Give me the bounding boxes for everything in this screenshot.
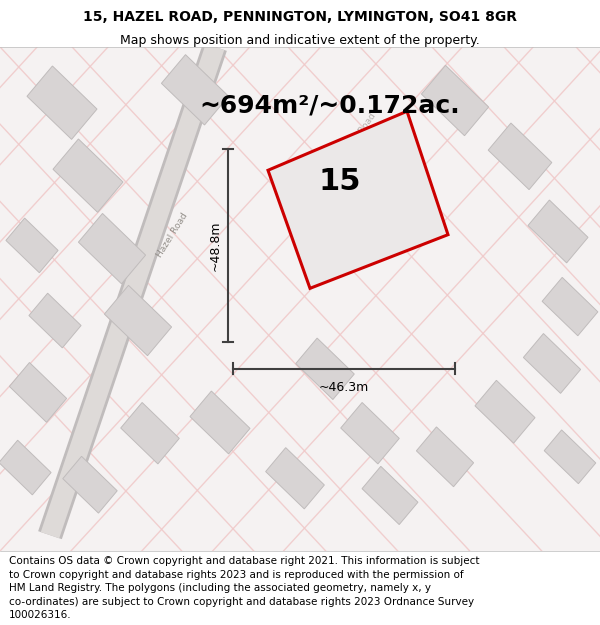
Text: ~46.3m: ~46.3m	[319, 381, 369, 394]
Text: 15, HAZEL ROAD, PENNINGTON, LYMINGTON, SO41 8GR: 15, HAZEL ROAD, PENNINGTON, LYMINGTON, S…	[83, 10, 517, 24]
Polygon shape	[6, 218, 58, 272]
Polygon shape	[190, 391, 250, 454]
Text: ~48.8m: ~48.8m	[209, 220, 221, 271]
Polygon shape	[544, 430, 596, 484]
Polygon shape	[475, 380, 535, 443]
Polygon shape	[421, 66, 488, 136]
Polygon shape	[104, 286, 172, 356]
Polygon shape	[29, 293, 81, 348]
Text: co-ordinates) are subject to Crown copyright and database rights 2023 Ordnance S: co-ordinates) are subject to Crown copyr…	[9, 597, 474, 607]
Polygon shape	[161, 54, 229, 125]
Polygon shape	[296, 338, 354, 399]
Polygon shape	[27, 66, 97, 139]
Polygon shape	[341, 402, 399, 464]
Polygon shape	[362, 466, 418, 524]
Polygon shape	[63, 456, 117, 513]
Polygon shape	[266, 448, 325, 509]
Text: ~694m²/~0.172ac.: ~694m²/~0.172ac.	[200, 94, 460, 118]
Polygon shape	[79, 214, 146, 284]
Text: to Crown copyright and database rights 2023 and is reproduced with the permissio: to Crown copyright and database rights 2…	[9, 570, 464, 580]
Text: 15: 15	[319, 168, 361, 196]
Polygon shape	[0, 440, 51, 495]
Polygon shape	[10, 362, 67, 423]
Polygon shape	[121, 402, 179, 464]
Text: Contains OS data © Crown copyright and database right 2021. This information is : Contains OS data © Crown copyright and d…	[9, 556, 479, 566]
Polygon shape	[523, 334, 581, 393]
Polygon shape	[416, 427, 473, 487]
Text: HM Land Registry. The polygons (including the associated geometry, namely x, y: HM Land Registry. The polygons (includin…	[9, 583, 431, 593]
Text: Map shows position and indicative extent of the property.: Map shows position and indicative extent…	[120, 34, 480, 47]
Polygon shape	[268, 111, 448, 288]
Polygon shape	[542, 278, 598, 336]
Text: 100026316.: 100026316.	[9, 611, 71, 621]
Polygon shape	[53, 139, 123, 212]
Polygon shape	[488, 123, 552, 189]
Text: Hazel Road: Hazel Road	[155, 211, 189, 259]
Polygon shape	[528, 200, 588, 263]
Text: Hazel Road: Hazel Road	[342, 111, 378, 158]
